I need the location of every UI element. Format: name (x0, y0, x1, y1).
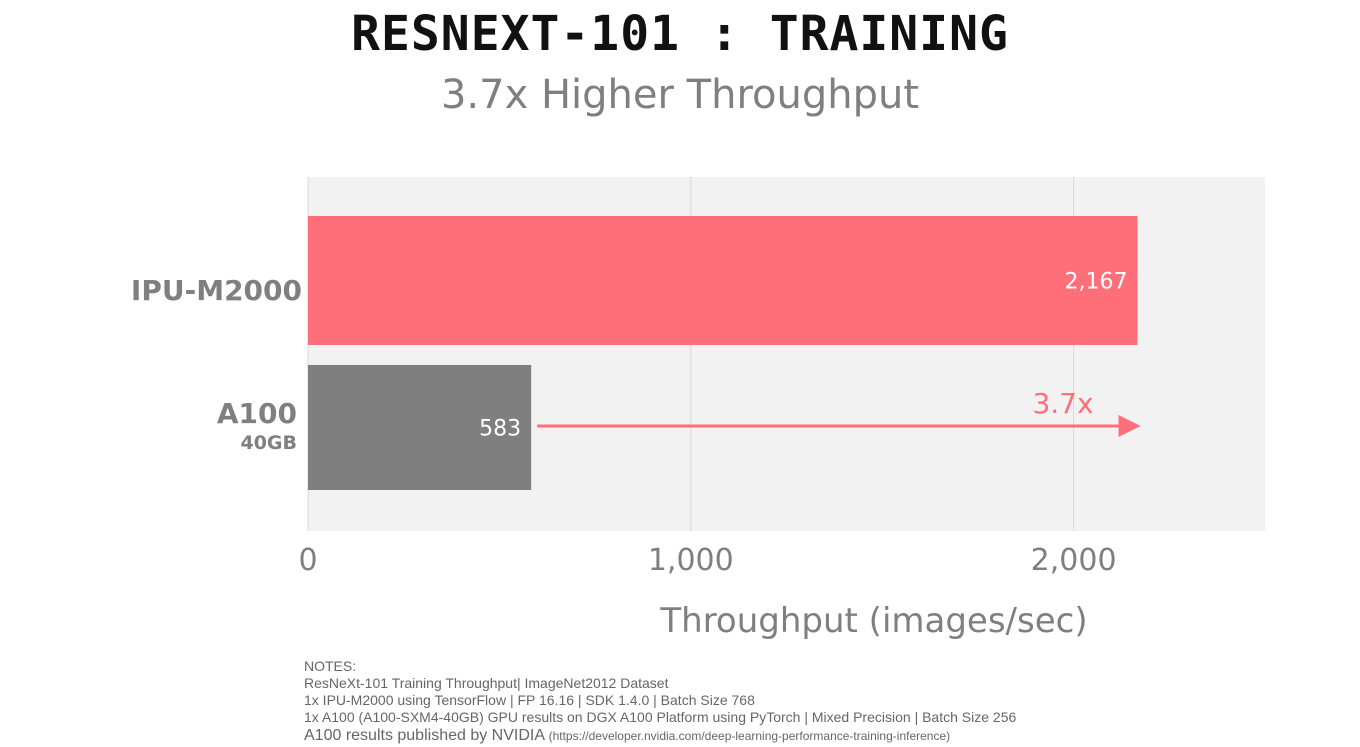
notes-source: A100 results published by NVIDIA (304, 727, 545, 744)
x-tick-label-0: 0 (298, 543, 317, 578)
notes-line-1: ResNeXt-101 Training Throughput| ImageNe… (304, 675, 669, 691)
x-axis-label: Throughput (images/sec) (659, 601, 1087, 641)
x-tick-label-2: 2,000 (1031, 543, 1117, 578)
chart-subtitle: 3.7x Higher Throughput (440, 72, 920, 118)
bar-value-label-1: 583 (479, 417, 521, 442)
category-label-1: A100 (217, 397, 297, 430)
notes-line-3: 1x A100 (A100-SXM4-40GB) GPU results on … (304, 709, 1017, 725)
bar-value-label-0: 2,167 (1065, 270, 1128, 295)
notes-line-2: 1x IPU-M2000 using TensorFlow | FP 16.16… (304, 692, 755, 708)
annotation-arrow-head (1118, 415, 1141, 437)
bar-1 (308, 365, 532, 490)
category-sublabel-1: 40GB (240, 432, 297, 454)
notes-line-4: A100 results published by NVIDIA (https:… (304, 726, 1304, 746)
annotation-label: 3.7x (1032, 387, 1093, 420)
notes-source-url: (https://developer.nvidia.com/deep-learn… (548, 729, 951, 743)
notes-heading: NOTES: (304, 658, 357, 674)
notes-section: NOTES: ResNeXt-101 Training Throughput| … (304, 658, 1304, 746)
x-tick-label-1: 1,000 (648, 543, 734, 578)
bar-0 (308, 216, 1138, 345)
category-label-0: IPU-M2000 (131, 274, 302, 307)
chart-title: RESNEXT-101 : TRAINING (351, 6, 1009, 62)
